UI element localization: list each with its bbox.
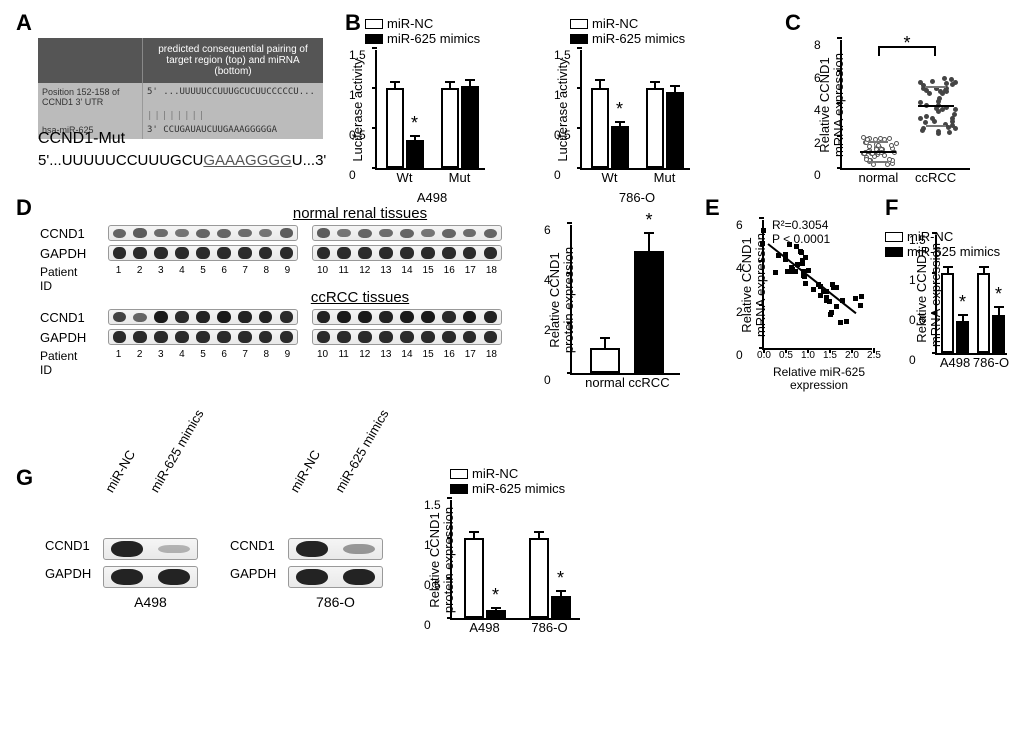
panel-g-barchart: 00.511.5*A498*786-ORelative CCND1protein…	[450, 500, 580, 620]
panel-label-a: A	[16, 10, 32, 36]
panel-a-row-wt: Position 152-158 of CCND1 3' UTR 5' ...U…	[38, 83, 323, 111]
panel-a-row-pairing: ||||||||	[38, 111, 323, 121]
figure-root: A predicted consequential pairing of tar…	[10, 10, 1010, 725]
panel-label-e: E	[705, 195, 720, 221]
panel-f-barchart: 00.511.5*A498*786-ORelative CCND1mRNA ex…	[935, 235, 1007, 355]
panel-a-mut-seq: 5'...UUUUUCCUUUGCUGAAAGGGGU...3'	[38, 152, 326, 169]
panel-e-scatter: 02460.00.51.01.52.02.5Relative miR-625ex…	[762, 220, 872, 350]
panel-label-c: C	[785, 10, 801, 36]
panel-d-barchart: 0246normal*ccRCCRelative CCND1protein ex…	[570, 225, 680, 375]
panel-a-header: predicted consequential pairing of targe…	[38, 38, 323, 83]
panel-c-dotplot: 02468normalccRCC*Relative CCND1mRNA expr…	[840, 40, 970, 170]
panel-label-b: B	[345, 10, 361, 36]
panel-a-header-text: predicted consequential pairing of targe…	[143, 38, 323, 83]
panel-a-targetscan-table: predicted consequential pairing of targe…	[38, 38, 323, 139]
panel-label-f: F	[885, 195, 898, 221]
panel-a-mut-label: CCND1-Mut	[38, 130, 125, 148]
panel-label-g: G	[16, 465, 33, 491]
panel-label-d: D	[16, 195, 32, 221]
